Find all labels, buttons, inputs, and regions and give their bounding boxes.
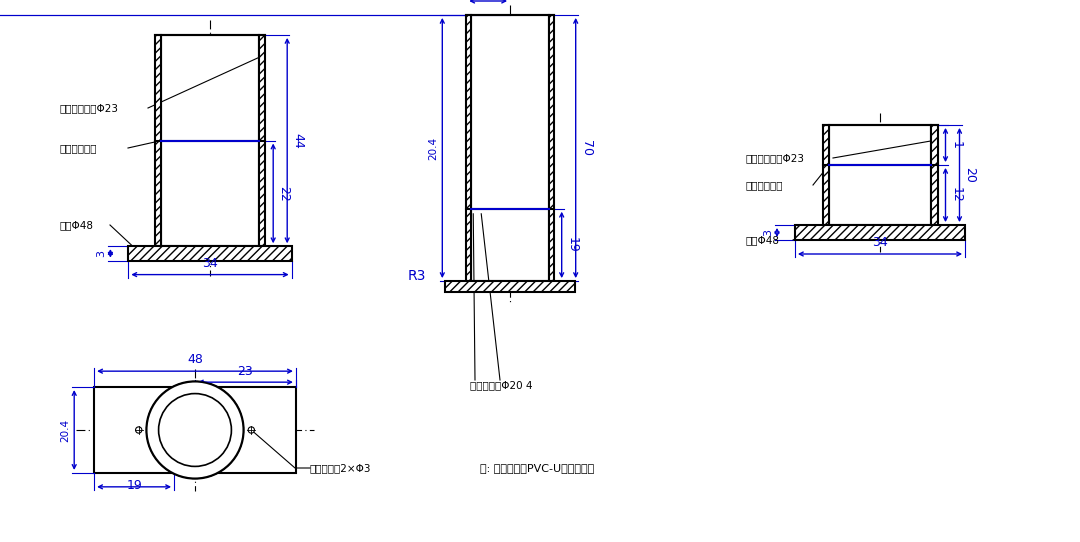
- Bar: [445, 281, 575, 292]
- Text: 48: 48: [187, 353, 203, 366]
- Text: 12: 12: [949, 187, 962, 203]
- Bar: [823, 125, 829, 225]
- Bar: [154, 35, 161, 246]
- Bar: [154, 35, 161, 246]
- Text: 19: 19: [566, 237, 579, 253]
- Bar: [795, 225, 966, 240]
- Text: 19: 19: [126, 479, 141, 492]
- Text: 34: 34: [202, 256, 218, 269]
- Text: 44: 44: [292, 133, 305, 149]
- Bar: [445, 281, 575, 292]
- Text: 20: 20: [963, 167, 976, 183]
- Circle shape: [147, 382, 243, 478]
- Bar: [259, 35, 266, 246]
- Text: 20.4: 20.4: [429, 137, 438, 159]
- Text: 承插管体外径Φ23: 承插管体外径Φ23: [60, 103, 119, 113]
- Bar: [931, 125, 937, 225]
- Text: 底座Φ48: 底座Φ48: [60, 220, 94, 230]
- Text: 23: 23: [238, 365, 254, 378]
- Text: 承插管内限位: 承插管内限位: [60, 143, 97, 153]
- Text: 承插管体外径Φ23: 承插管体外径Φ23: [745, 153, 804, 163]
- Text: 20.4: 20.4: [60, 418, 70, 442]
- Text: 3: 3: [96, 250, 107, 257]
- Bar: [549, 15, 554, 281]
- Bar: [129, 246, 292, 261]
- Bar: [259, 35, 266, 246]
- Text: 1: 1: [949, 141, 962, 149]
- Text: 注: 件体材料为PVC-U塑料，铸件: 注: 件体材料为PVC-U塑料，铸件: [480, 463, 594, 473]
- Text: 22: 22: [278, 185, 291, 201]
- Bar: [549, 15, 554, 281]
- Circle shape: [248, 427, 255, 433]
- Bar: [471, 15, 549, 281]
- Text: 70: 70: [580, 140, 593, 156]
- Circle shape: [159, 393, 231, 467]
- Circle shape: [146, 381, 244, 479]
- Bar: [161, 35, 259, 246]
- Text: 承插管内限位: 承插管内限位: [745, 180, 783, 190]
- Circle shape: [136, 427, 141, 433]
- Text: 底座固定孔2×Φ3: 底座固定孔2×Φ3: [310, 463, 372, 473]
- Text: 34: 34: [873, 236, 888, 249]
- Bar: [129, 246, 292, 261]
- Bar: [931, 125, 937, 225]
- Bar: [829, 125, 931, 225]
- Bar: [823, 125, 829, 225]
- Text: 承插管内径Φ20 4: 承插管内径Φ20 4: [470, 380, 532, 390]
- Bar: [795, 225, 966, 240]
- Text: 底座Φ48: 底座Φ48: [745, 235, 779, 245]
- Text: 3: 3: [762, 229, 773, 236]
- Bar: [467, 15, 471, 281]
- Bar: [94, 387, 296, 473]
- Text: R3: R3: [407, 269, 426, 283]
- Bar: [467, 15, 471, 281]
